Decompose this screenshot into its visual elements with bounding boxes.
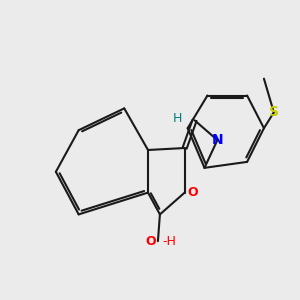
Text: O: O [146,235,156,248]
Text: H: H [173,112,182,125]
Text: O: O [188,186,198,199]
Text: -H: -H [162,235,176,248]
Text: S: S [269,105,279,119]
Text: N: N [212,133,223,147]
